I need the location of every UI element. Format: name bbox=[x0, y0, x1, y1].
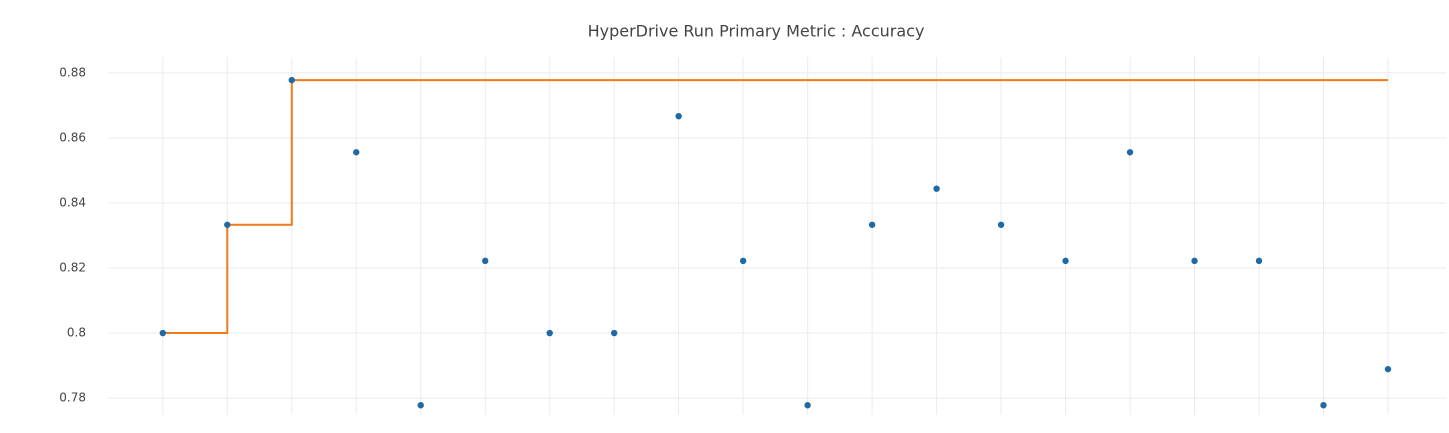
point bbox=[675, 112, 682, 120]
point bbox=[159, 329, 167, 337]
point bbox=[288, 76, 295, 84]
point bbox=[933, 185, 940, 192]
point bbox=[1062, 257, 1069, 265]
chart-title: HyperDrive Run Primary Metric : Accuracy bbox=[588, 22, 925, 41]
point bbox=[482, 257, 489, 265]
point bbox=[1384, 365, 1392, 373]
point bbox=[610, 329, 618, 337]
point bbox=[739, 257, 747, 265]
point bbox=[353, 149, 360, 156]
y-tick-label: 0.8 bbox=[67, 326, 86, 340]
best-line bbox=[162, 79, 1388, 335]
point bbox=[546, 329, 553, 337]
y-tick-label: 0.84 bbox=[59, 195, 86, 209]
y-tick-label: 0.82 bbox=[59, 261, 86, 275]
point bbox=[997, 221, 1005, 228]
point bbox=[1191, 257, 1198, 265]
point bbox=[804, 402, 811, 409]
point bbox=[1320, 402, 1327, 409]
y-tick-label: 0.88 bbox=[59, 65, 86, 79]
point bbox=[1126, 149, 1134, 156]
y-tick-label: 0.78 bbox=[59, 391, 86, 405]
point bbox=[224, 221, 231, 228]
point bbox=[1255, 257, 1263, 265]
point bbox=[417, 402, 424, 409]
point bbox=[868, 221, 876, 228]
y-tick-label: 0.86 bbox=[59, 130, 86, 144]
